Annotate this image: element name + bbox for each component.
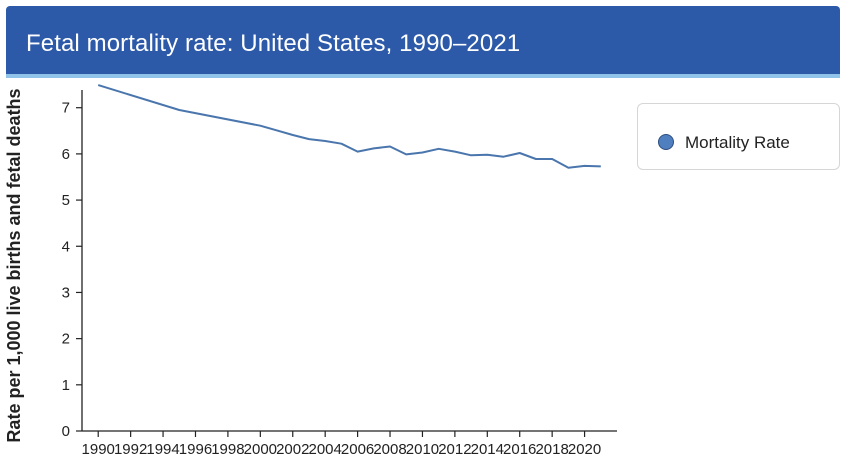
y-tick-label: 0 [62, 423, 70, 440]
legend-marker-mortality-rate [658, 134, 674, 150]
y-tick-label: 5 [62, 192, 70, 209]
y-tick-label: 6 [62, 146, 70, 163]
x-tick-label: 1998 [211, 441, 244, 458]
legend: Mortality Rate [637, 103, 840, 170]
x-tick-label: 2016 [503, 441, 536, 458]
x-tick-label: 2010 [406, 441, 439, 458]
y-tick-label: 2 [62, 331, 70, 348]
x-tick-label: 2018 [535, 441, 568, 458]
x-tick-label: 1996 [179, 441, 212, 458]
x-tick-label: 1990 [82, 441, 115, 458]
x-tick-label: 1994 [146, 441, 179, 458]
x-tick-label: 2012 [438, 441, 471, 458]
y-tick-label: 4 [62, 238, 70, 255]
chart-header: Fetal mortality rate: United States, 199… [6, 6, 840, 78]
chart-series [97, 84, 601, 169]
x-tick-label: 2014 [471, 441, 504, 458]
x-tick-label: 2004 [308, 441, 341, 458]
x-tick-label: 2002 [276, 441, 309, 458]
y-axis-title: Rate per 1,000 live births and fetal dea… [4, 88, 24, 442]
x-tick-label: 2000 [244, 441, 277, 458]
x-tick-label: 2006 [341, 441, 374, 458]
series-line-mortality-rate [97, 84, 601, 169]
chart-axes: 0 1 2 3 4 5 6 7 1990 1992 1994 1996 1998 2000 2002 2004… [62, 90, 617, 458]
x-tick-label: 2008 [373, 441, 406, 458]
chart-title: Fetal mortality rate: United States, 199… [26, 30, 521, 57]
y-tick-label: 1 [62, 377, 70, 394]
y-tick-label: 3 [62, 284, 70, 301]
y-tick-label: 7 [62, 100, 70, 117]
legend-label-mortality-rate: Mortality Rate [685, 133, 790, 152]
x-tick-label: 2020 [568, 441, 601, 458]
x-tick-label: 1992 [114, 441, 147, 458]
